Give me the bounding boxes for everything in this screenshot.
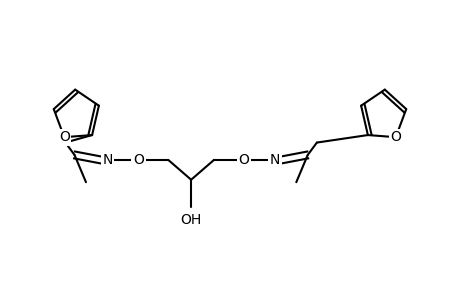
Text: O: O [390,130,400,144]
Text: O: O [238,153,249,167]
Text: OH: OH [180,213,202,227]
Text: N: N [102,153,112,167]
Text: O: O [133,153,144,167]
Text: N: N [269,153,280,167]
Text: O: O [59,130,69,144]
